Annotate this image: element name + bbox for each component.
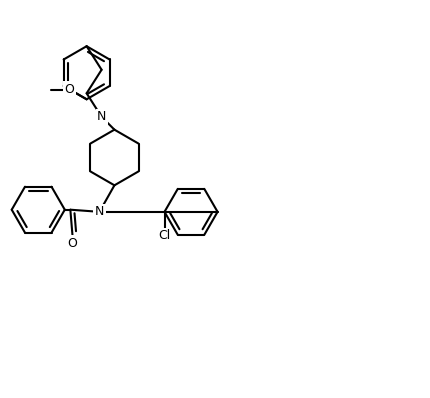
Text: N: N — [95, 205, 104, 219]
Text: O: O — [68, 236, 77, 250]
Text: N: N — [97, 110, 106, 123]
Text: Cl: Cl — [158, 229, 171, 242]
Text: O: O — [64, 82, 74, 96]
